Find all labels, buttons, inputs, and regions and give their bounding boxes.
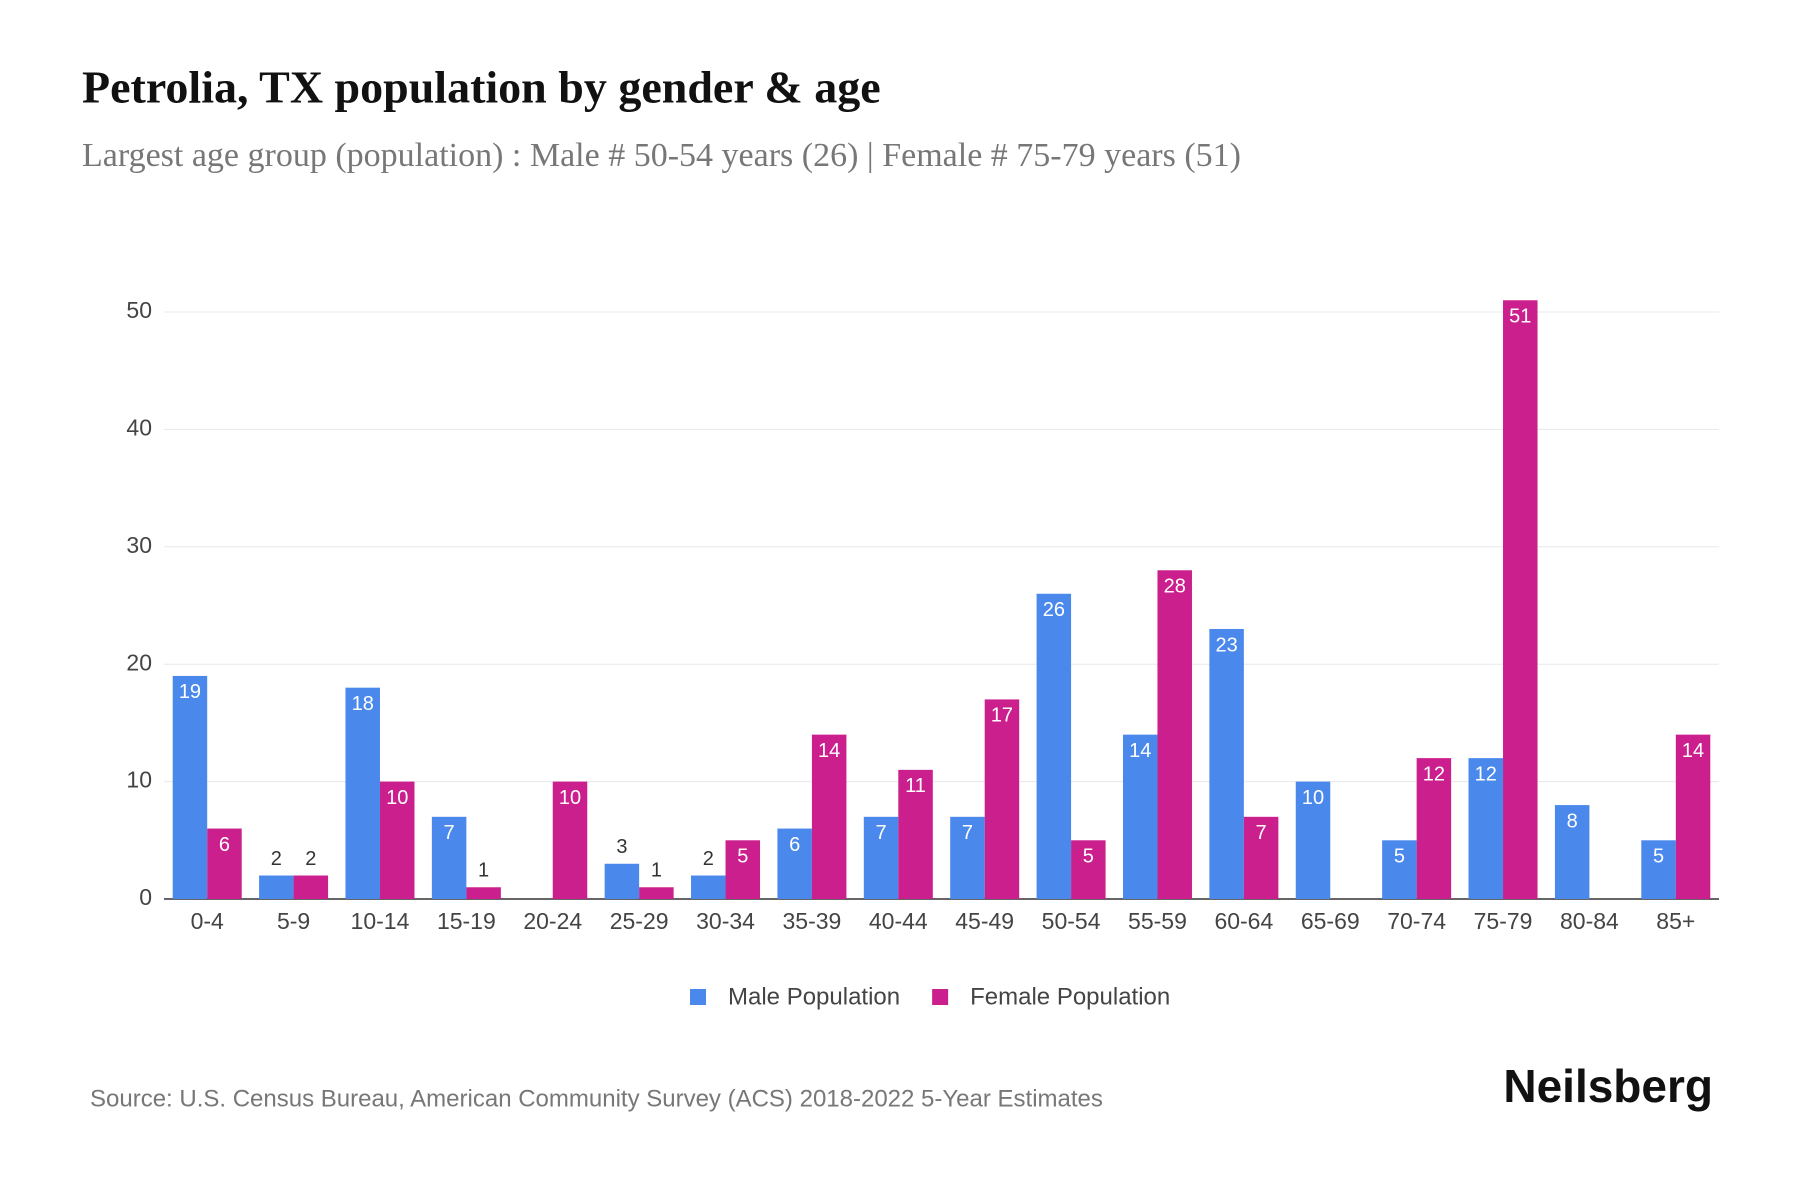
bar [898,769,933,899]
chart-subtitle: Largest age group (population) : Male # … [82,137,1241,174]
legend-label: Female Population [970,983,1170,1010]
data-label: 7 [962,822,973,844]
x-tick-label: 50-54 [1042,908,1101,934]
bar [1209,628,1244,899]
x-tick-label: 35-39 [783,908,842,934]
data-label: 11 [905,775,926,797]
bar [552,781,588,899]
bar [1416,758,1452,899]
data-label: 14 [1682,740,1704,762]
data-label: 14 [818,740,840,762]
y-tick-label: 0 [139,884,152,910]
x-tick-label: 5-9 [277,908,310,934]
x-tick-label: 65-69 [1301,908,1360,934]
data-label: 51 [1509,306,1531,328]
bar [777,828,812,899]
bar [1675,734,1711,899]
data-label: 1 [478,860,489,882]
bar [431,816,467,899]
bar [259,875,294,899]
x-tick-label: 70-74 [1387,908,1446,934]
bar [466,887,501,899]
x-tick-label: 0-4 [191,908,224,934]
bar [639,887,674,899]
data-label: 5 [737,846,748,868]
source-note: Source: U.S. Census Bureau, American Com… [90,1085,1103,1112]
x-tick-label: 85+ [1656,908,1695,934]
bar [691,875,726,899]
bar [811,734,847,899]
data-label: 18 [352,693,374,715]
y-tick-label: 40 [126,414,152,440]
data-label: 12 [1475,763,1497,785]
x-tick-label: 40-44 [869,908,928,934]
data-label: 2 [703,848,714,870]
data-label: 12 [1423,763,1445,785]
bar [950,816,985,899]
data-label: 7 [875,822,886,844]
bar [984,699,1020,899]
x-tick-label: 80-84 [1560,908,1619,934]
data-label: 6 [789,834,800,856]
bar [1157,570,1192,899]
bar [863,816,899,899]
data-label: 7 [444,822,455,844]
data-label: 1 [651,860,662,882]
bar [1295,781,1331,899]
bar [1243,816,1279,899]
data-label: 17 [991,705,1013,727]
legend-label: Male Population [728,983,900,1010]
bar [1468,758,1504,899]
chart-title: Petrolia, TX population by gender & age [82,62,881,113]
data-label: 5 [1394,846,1405,868]
data-label: 10 [559,787,581,809]
x-tick-label: 45-49 [955,908,1014,934]
data-label: 5 [1083,846,1094,868]
bar [1036,593,1072,899]
x-tick-label: 25-29 [610,908,669,934]
data-label: 2 [305,848,316,870]
data-label: 28 [1164,576,1186,598]
x-tick-label: 30-34 [696,908,755,934]
data-label: 26 [1043,599,1065,621]
y-tick-label: 20 [126,649,152,675]
x-tick-label: 10-14 [351,908,410,934]
bar [1641,840,1676,899]
bar [1382,840,1417,899]
bar [345,687,380,899]
x-tick-label: 15-19 [437,908,496,934]
data-label: 5 [1653,846,1664,868]
data-label: 19 [179,681,201,703]
x-tick-label: 75-79 [1474,908,1533,934]
bar [725,840,761,899]
y-tick-label: 30 [126,532,152,558]
y-tick-label: 50 [126,297,152,323]
data-label: 6 [219,834,230,856]
x-tick-label: 55-59 [1128,908,1187,934]
data-label: 23 [1215,634,1237,656]
bar [293,875,329,899]
legend-swatch [932,989,949,1005]
data-label: 10 [386,787,408,809]
x-tick-label: 60-64 [1214,908,1273,934]
bar [172,675,208,899]
data-label: 8 [1567,810,1578,832]
data-label: 3 [616,836,627,858]
bar [1554,805,1590,899]
data-label: 10 [1302,787,1324,809]
bar [379,781,415,899]
bar [207,828,242,899]
data-label: 14 [1129,740,1151,762]
legend-swatch [690,989,706,1005]
data-label: 7 [1256,822,1267,844]
y-tick-label: 10 [126,767,152,793]
bar [1122,734,1158,899]
bar [604,863,640,899]
brand-logo: Neilsberg [1503,1060,1713,1112]
data-label: 2 [271,848,282,870]
bar [1503,300,1538,899]
bar [1071,840,1106,899]
x-tick-label: 20-24 [523,908,582,934]
